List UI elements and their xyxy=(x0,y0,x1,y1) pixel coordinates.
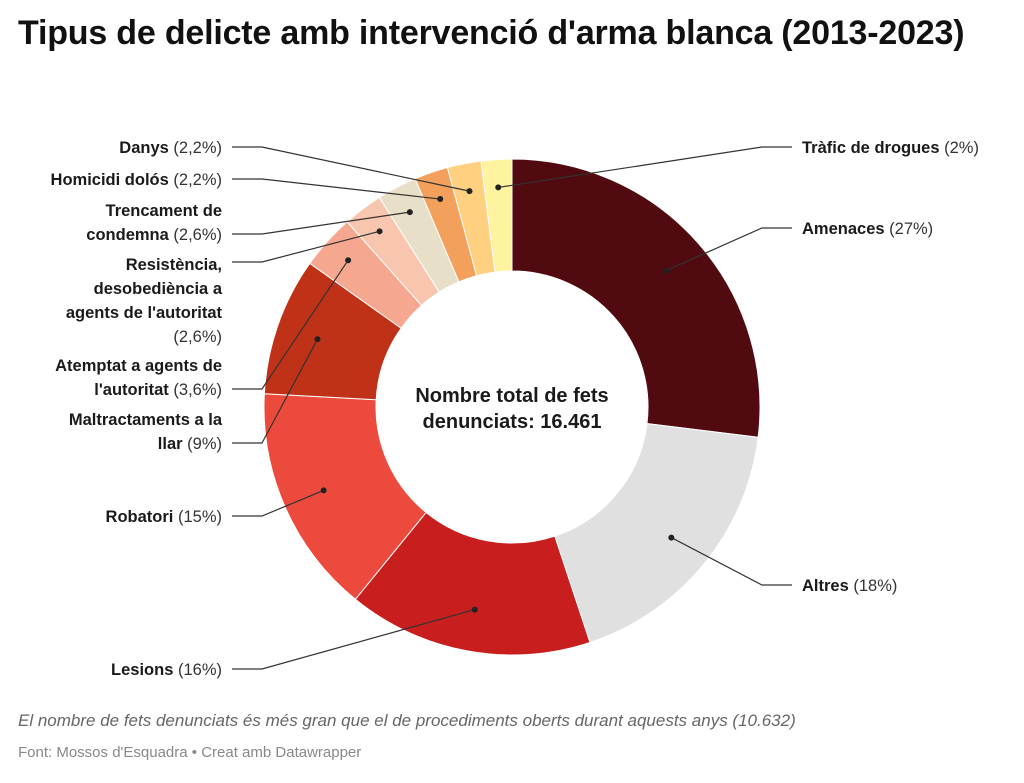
slice-label-4-line-0: Maltractaments a la xyxy=(69,411,223,429)
slice-label-6-line-1: desobediència a xyxy=(94,280,223,298)
leader-dot-9 xyxy=(466,188,473,195)
chart-note: El nombre de fets denunciats és més gran… xyxy=(18,711,796,730)
leader-line-10 xyxy=(498,146,792,189)
slice-label-6-line-2: agents de l'autoritat xyxy=(66,304,223,322)
slice-label-10-line-0: Tràfic de drogues (2%) xyxy=(802,139,979,157)
center-label-line-1: Nombre total de fets xyxy=(415,385,608,407)
leader-dot-2 xyxy=(471,606,478,613)
chart-source: Font: Mossos d'Esquadra • Creat amb Data… xyxy=(18,744,362,761)
leader-dot-8 xyxy=(437,196,444,203)
slice-label-6-line-3: (2,6%) xyxy=(173,328,222,346)
leader-dot-6 xyxy=(376,228,383,235)
leader-dot-10 xyxy=(495,184,502,191)
leader-line-2 xyxy=(232,609,475,670)
leader-dot-4 xyxy=(314,336,321,343)
leader-line-7 xyxy=(232,211,410,235)
leader-line-8 xyxy=(232,178,441,200)
slice-label-5-line-1: l'autoritat (3,6%) xyxy=(94,381,222,399)
slice-label-1-line-0: Altres (18%) xyxy=(802,577,897,595)
slice-label-5-line-0: Atemptat a agents de xyxy=(55,357,222,375)
slice-1 xyxy=(554,423,759,644)
slice-label-9-line-0: Danys (2,2%) xyxy=(119,139,222,157)
slice-0 xyxy=(511,158,761,438)
slice-label-6-line-0: Resistència, xyxy=(126,256,222,274)
leader-dot-3 xyxy=(320,487,327,494)
slice-label-8-line-0: Homicidi dolós (2,2%) xyxy=(51,171,222,189)
leader-dot-5 xyxy=(345,257,352,264)
slice-label-4-line-1: llar (9%) xyxy=(158,435,222,453)
leader-line-0 xyxy=(666,227,792,272)
slice-label-0-line-0: Amenaces (27%) xyxy=(802,220,933,238)
leader-line-6 xyxy=(232,230,380,263)
center-label-line-2: denunciats: 16.461 xyxy=(423,411,602,433)
leader-line-4 xyxy=(232,338,319,444)
slice-label-2-line-0: Lesions (16%) xyxy=(111,661,222,679)
slice-label-7-line-1: condemna (2,6%) xyxy=(86,226,222,244)
leader-line-3 xyxy=(232,489,324,517)
leader-dot-7 xyxy=(406,209,413,216)
slice-label-3-line-0: Robatori (15%) xyxy=(106,508,222,526)
slice-10 xyxy=(480,158,513,273)
leader-dot-0 xyxy=(663,267,670,274)
leader-line-1 xyxy=(671,537,792,586)
leader-dot-1 xyxy=(668,534,675,541)
chart-title: Tipus de delicte amb intervenció d'arma … xyxy=(18,14,965,52)
slice-label-7-line-0: Trencament de xyxy=(106,202,222,220)
leader-line-5 xyxy=(232,259,349,390)
leader-line-9 xyxy=(232,146,470,192)
